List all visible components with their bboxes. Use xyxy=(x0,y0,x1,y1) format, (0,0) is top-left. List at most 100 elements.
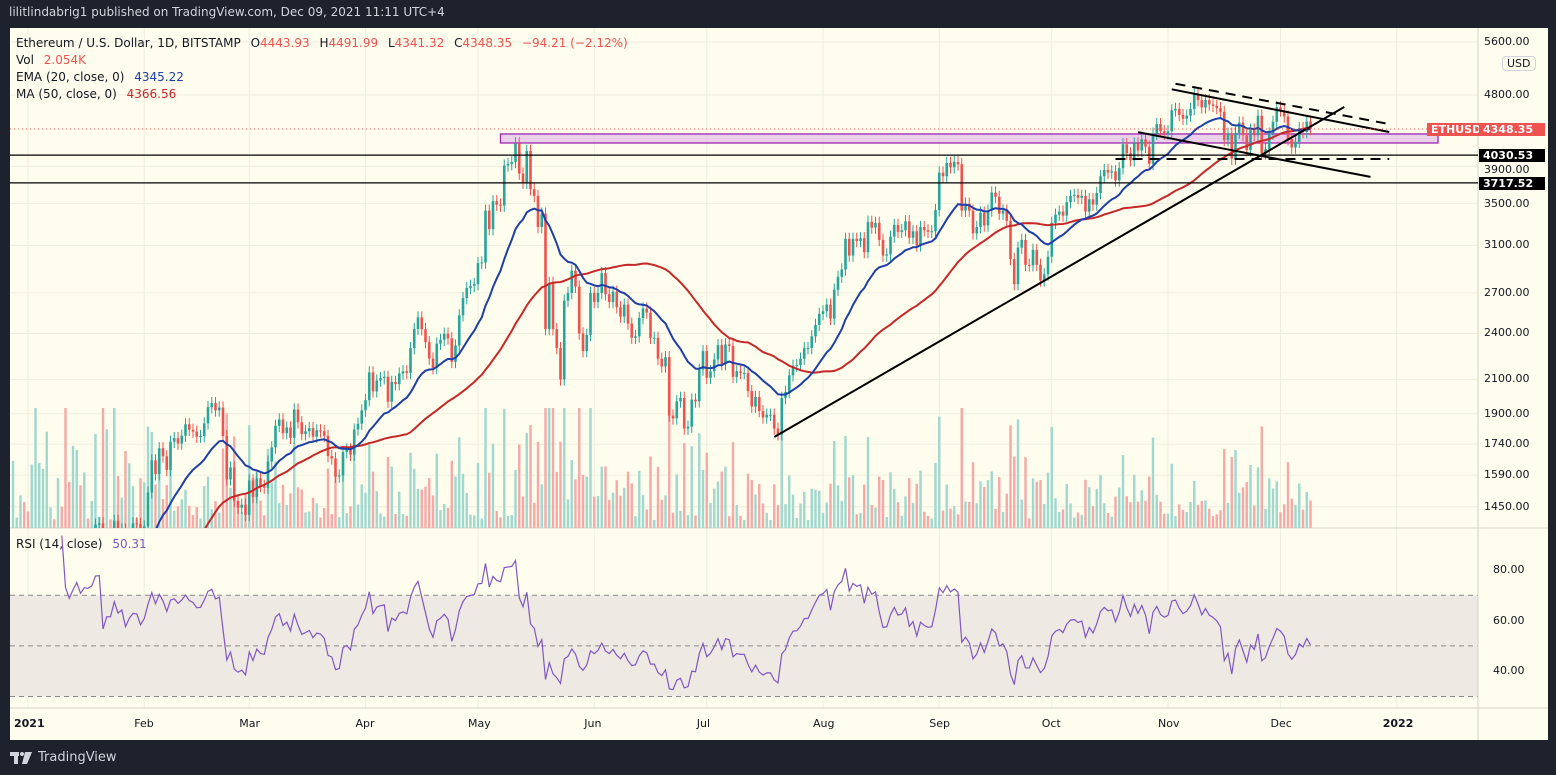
dashed-trend-line xyxy=(1175,82,1386,125)
time-tick-label: Jun xyxy=(584,717,602,730)
candle-body xyxy=(821,311,825,314)
volume-bar xyxy=(885,517,888,528)
candle-body xyxy=(229,467,232,480)
candle-body xyxy=(986,210,990,226)
candle-body xyxy=(57,549,60,565)
candle-body xyxy=(337,475,341,477)
volume-bar xyxy=(465,492,468,528)
volume-bar xyxy=(634,516,637,528)
candle-body xyxy=(1297,128,1301,142)
candle-body xyxy=(1170,110,1174,132)
ema20-line xyxy=(155,117,1311,528)
volume-bar xyxy=(836,485,840,528)
candle-body xyxy=(1009,220,1012,259)
currency-button[interactable]: USD xyxy=(1502,56,1536,71)
ema-legend[interactable]: EMA (20, close, 0) 4345.22 xyxy=(16,70,184,84)
candle-body xyxy=(769,414,772,416)
volume-bar xyxy=(49,507,52,528)
volume-bar xyxy=(653,520,656,528)
volume-bar xyxy=(919,470,922,528)
volume-bar xyxy=(60,506,63,528)
candle-body xyxy=(1256,115,1260,136)
volume-bar xyxy=(1009,425,1012,528)
candle-body xyxy=(53,565,56,566)
rsi-tick-label: 80.00 xyxy=(1493,563,1525,576)
candle-body xyxy=(997,196,1001,214)
volume-bar xyxy=(986,480,990,528)
candle-body xyxy=(94,524,97,528)
volume-bar xyxy=(461,473,465,528)
volume-bar xyxy=(881,480,885,528)
candle-body xyxy=(532,189,536,196)
candle-body xyxy=(19,733,22,742)
volume-bar xyxy=(1178,504,1181,528)
candle-body xyxy=(1177,108,1181,115)
candle-body xyxy=(570,270,574,293)
candle-body xyxy=(705,351,709,378)
volume-bar xyxy=(173,510,176,528)
symbol-title[interactable]: Ethereum / U.S. Dollar, 1D, BITSTAMP xyxy=(16,36,241,50)
volume-bar xyxy=(439,509,442,528)
low-value: 4341.32 xyxy=(394,36,445,50)
candle-body xyxy=(829,304,832,319)
publisher-line: lilitlindabrig1 published on TradingView… xyxy=(9,5,445,19)
candle-body xyxy=(1136,143,1140,151)
candle-body xyxy=(206,407,210,424)
candle-body xyxy=(904,221,907,231)
candle-body xyxy=(596,292,600,302)
volume-bar xyxy=(791,494,795,528)
volume-bar xyxy=(1159,501,1162,528)
volume-bar xyxy=(510,514,513,528)
candle-body xyxy=(1001,210,1005,214)
candle-body xyxy=(1087,199,1091,212)
volume-bar xyxy=(188,505,191,528)
candle-body xyxy=(330,456,334,459)
candle-body xyxy=(686,426,690,429)
candle-body xyxy=(1005,210,1009,221)
volume-bar xyxy=(1219,510,1222,528)
candle-body xyxy=(780,397,784,435)
volume-bar xyxy=(904,496,907,528)
volume-bar xyxy=(1151,437,1155,528)
candle-body xyxy=(461,298,465,316)
volume-bar xyxy=(619,495,622,528)
candle-body xyxy=(180,435,184,444)
candle-body xyxy=(187,424,191,430)
volume-bar xyxy=(818,490,821,528)
time-tick-label: Sep xyxy=(929,717,950,730)
candle-body xyxy=(859,238,862,241)
candle-body xyxy=(926,230,930,232)
candle-body xyxy=(109,562,112,563)
time-tick-label: May xyxy=(468,717,491,730)
candle-body xyxy=(907,221,911,238)
rsi-value: 50.31 xyxy=(112,537,147,551)
volume-bar xyxy=(364,492,367,528)
open-label: O xyxy=(250,36,261,50)
volume-bar xyxy=(90,500,93,528)
candle-body xyxy=(304,431,307,435)
price-tick-label: 1740.00 xyxy=(1484,437,1530,451)
volume-bar xyxy=(1144,500,1147,528)
ma-legend[interactable]: MA (50, close, 0) 4366.56 xyxy=(16,87,176,101)
symbol-price-tag: ETHUSD xyxy=(1427,123,1486,136)
volume-bar xyxy=(570,460,573,528)
candle-body xyxy=(472,284,476,286)
volume-bar xyxy=(1114,496,1117,528)
volume-bar xyxy=(795,517,798,528)
candle-body xyxy=(761,411,765,418)
volume-bar xyxy=(146,426,150,528)
tradingview-brand[interactable]: TradingView xyxy=(10,750,117,765)
candle-body xyxy=(1057,211,1061,215)
volume-legend[interactable]: Vol 2.054K xyxy=(16,53,86,67)
volume-bar xyxy=(716,481,720,528)
candle-body xyxy=(682,397,686,429)
volume-bar xyxy=(383,516,386,528)
volume-bar xyxy=(825,502,828,528)
volume-bar xyxy=(443,503,446,528)
candle-body xyxy=(832,289,836,319)
rsi-legend[interactable]: RSI (14, close) 50.31 xyxy=(16,537,147,551)
candle-body xyxy=(139,524,142,528)
volume-bar xyxy=(863,484,866,528)
volume-bar xyxy=(334,473,337,528)
